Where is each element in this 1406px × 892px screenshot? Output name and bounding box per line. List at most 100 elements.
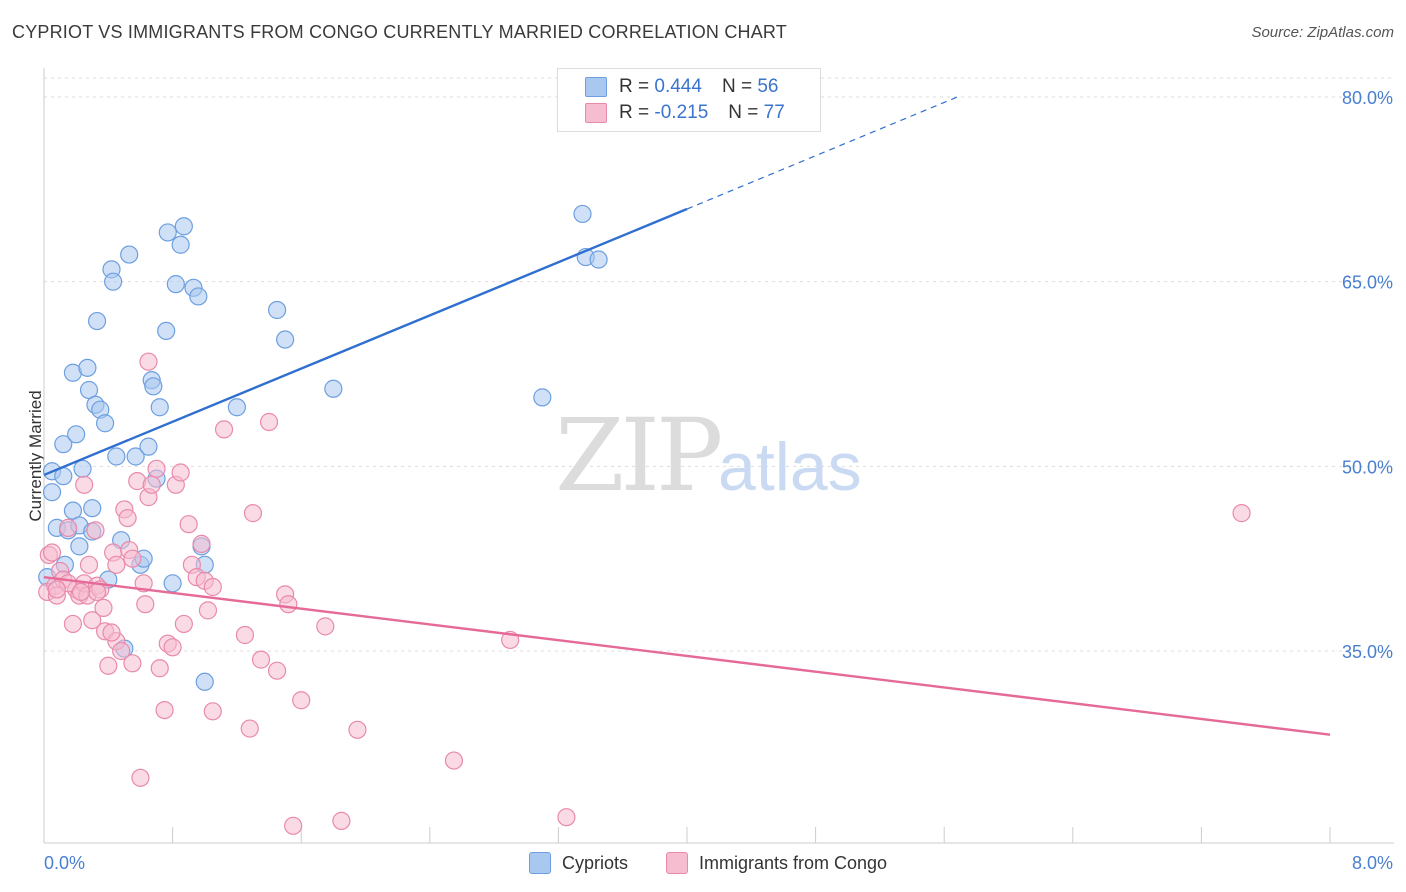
congo-point: [131, 768, 150, 787]
series-swatch-congo: [666, 852, 688, 874]
congo-point: [47, 580, 66, 599]
congo-point: [348, 720, 367, 739]
correlation-legend: R = 0.444 N = 56 R = -0.215 N = 77: [557, 68, 821, 132]
cypriots-point: [227, 398, 246, 417]
cypriots-point: [158, 223, 177, 242]
congo-point: [163, 638, 182, 657]
cypriots-point: [573, 204, 592, 224]
watermark-atlas: atlas: [718, 429, 862, 505]
congo-point: [557, 808, 576, 827]
congo-point: [118, 508, 137, 528]
congo-trend-line: [43, 575, 1331, 736]
congo-point: [192, 534, 211, 553]
series-legend-cypriots: Cypriots: [529, 852, 628, 874]
cypriots-point: [163, 574, 182, 593]
legend-n-label: N =: [728, 102, 759, 123]
cypriots-point: [104, 272, 123, 291]
cypriots-point: [189, 287, 208, 306]
chart-title: CYPRIOT VS IMMIGRANTS FROM CONGO CURRENT…: [12, 22, 787, 42]
cypriots-point: [73, 459, 92, 478]
congo-point: [243, 504, 263, 523]
congo-point: [284, 816, 303, 835]
cypriots-point: [87, 311, 107, 331]
x-tick-min: 0.0%: [44, 853, 86, 873]
congo-point: [134, 574, 153, 593]
congo-point: [142, 475, 161, 494]
y-tick-label: 50.0%: [1342, 457, 1393, 477]
cypriots-point: [83, 499, 102, 518]
congo-point: [42, 543, 62, 562]
cypriots-point: [171, 235, 190, 254]
x-tick-max: 8.0%: [1351, 853, 1393, 873]
congo-point: [112, 641, 131, 661]
series-legend: Cypriots Immigrants from Congo: [0, 852, 1406, 878]
y-tick-label: 65.0%: [1342, 273, 1393, 293]
y-tick-label: 35.0%: [1342, 642, 1393, 662]
congo-point: [203, 702, 222, 721]
congo-point: [86, 521, 105, 540]
congo-point: [174, 614, 193, 634]
series-legend-congo: Immigrants from Congo: [666, 852, 887, 874]
cypriots-point: [54, 435, 73, 454]
cypriots-point: [195, 672, 214, 691]
cypriots-point: [120, 245, 139, 264]
cypriots-point: [276, 330, 295, 349]
legend-swatch-cypriots: [585, 77, 607, 97]
cypriots-point: [324, 379, 343, 398]
cypriots-trend-line: [43, 207, 688, 477]
congo-point: [240, 719, 259, 738]
cypriots-point: [157, 321, 176, 341]
congo-point: [214, 420, 234, 439]
congo-point: [63, 614, 83, 634]
congo-point: [198, 601, 218, 620]
cypriots-point: [267, 300, 287, 320]
congo-point: [203, 577, 222, 597]
congo-point: [155, 700, 174, 720]
source-label: Source: ZipAtlas.com: [1251, 24, 1394, 41]
congo-point: [316, 617, 335, 636]
cypriots-point: [78, 358, 97, 377]
legend-swatch-congo: [585, 103, 607, 123]
congo-point: [83, 611, 102, 630]
congo-point: [259, 412, 279, 432]
congo-point: [267, 661, 287, 680]
cypriots-point: [174, 217, 193, 236]
series-label-congo: Immigrants from Congo: [699, 852, 888, 873]
cypriots-point: [166, 275, 185, 294]
congo-point: [139, 352, 158, 371]
congo-point: [332, 811, 351, 830]
legend-r-value: 0.444: [654, 76, 702, 97]
congo-point: [75, 475, 94, 494]
congo-point: [292, 691, 311, 710]
cypriots-point: [95, 414, 115, 433]
legend-r-label: R =: [619, 102, 650, 123]
cypriots-point: [139, 437, 158, 456]
congo-point: [444, 751, 464, 770]
series-label-cypriots: Cypriots: [562, 852, 629, 873]
cypriots-point: [126, 447, 145, 466]
y-tick-label: 80.0%: [1342, 88, 1393, 108]
watermark-zip: ZIP: [555, 397, 720, 514]
congo-point: [179, 515, 198, 534]
congo-point: [123, 654, 142, 673]
congo-point: [79, 555, 99, 574]
legend-r-value: -0.215: [654, 102, 709, 123]
congo-point: [171, 463, 190, 482]
congo-point: [107, 555, 126, 574]
cypriots-point: [150, 398, 169, 417]
congo-point: [87, 582, 107, 602]
cypriots-point: [144, 377, 163, 396]
congo-point: [102, 623, 121, 642]
legend-row-cypriots: R = 0.444 N = 56: [585, 75, 778, 99]
cypriots-point: [67, 425, 86, 444]
cypriots-point: [107, 447, 126, 466]
congo-point: [59, 518, 78, 537]
congo-point: [235, 625, 255, 645]
legend-n-label: N =: [721, 76, 753, 97]
legend-n-value: 56: [757, 76, 779, 97]
cypriots-point: [70, 537, 89, 556]
congo-point: [71, 582, 91, 602]
congo-point: [251, 650, 271, 669]
congo-point: [147, 459, 166, 478]
